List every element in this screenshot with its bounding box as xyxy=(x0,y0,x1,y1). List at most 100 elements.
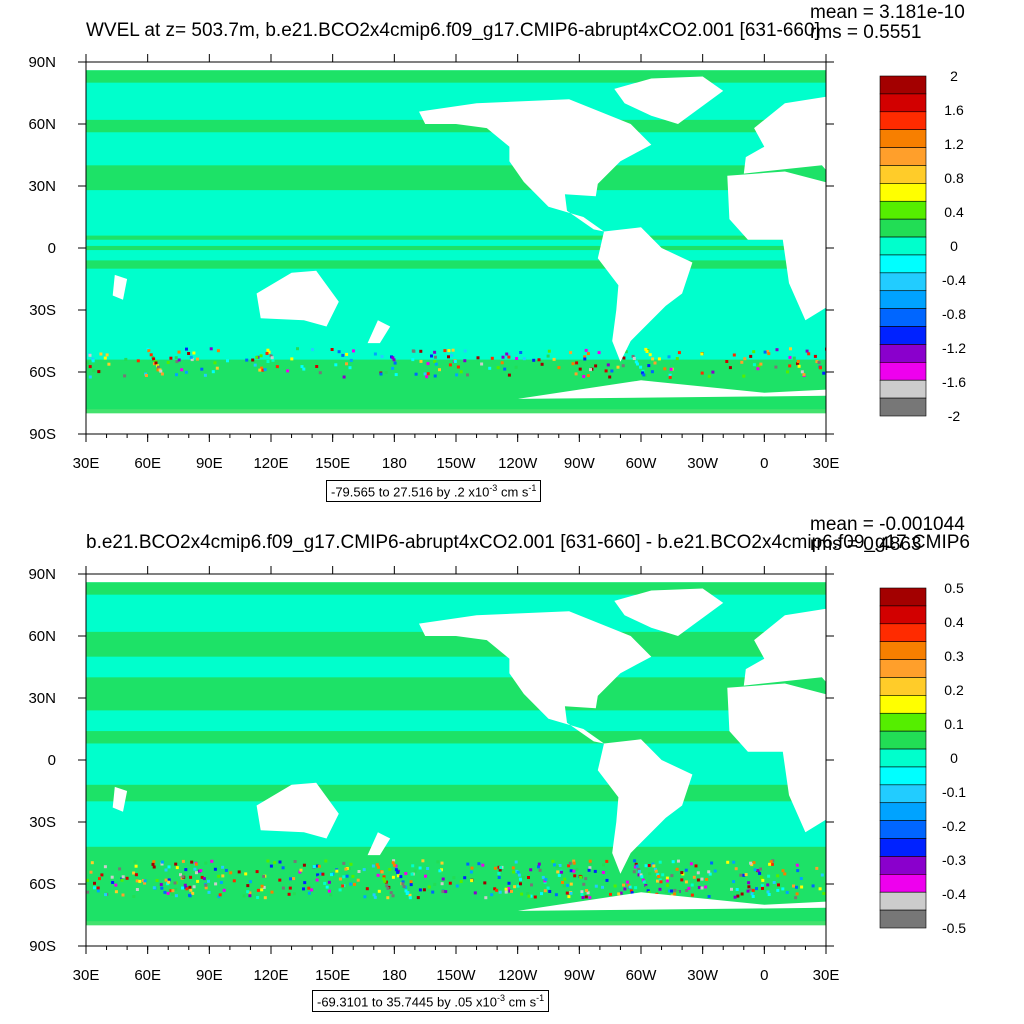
land-mask xyxy=(614,588,724,636)
southern-ocean-cell xyxy=(800,885,804,889)
southern-ocean-cell xyxy=(543,889,547,893)
southern-ocean-cell xyxy=(546,886,550,890)
southern-ocean-cell xyxy=(663,367,667,371)
southern-ocean-cell xyxy=(670,889,674,893)
southern-ocean-cell xyxy=(732,880,736,884)
southern-ocean-cell xyxy=(604,369,608,373)
southern-ocean-cell xyxy=(819,366,822,370)
map-plot: 30E 60E 90E 120E 150E 180 150W 120W 90W 60W 30W 0 30… xyxy=(28,566,966,984)
southern-ocean-cell xyxy=(411,864,415,868)
southern-ocean-cell xyxy=(763,350,767,354)
southern-ocean-cell xyxy=(433,882,437,886)
southern-ocean-cell xyxy=(86,878,89,882)
southern-ocean-cell xyxy=(226,359,229,363)
southern-ocean-cell xyxy=(248,894,252,898)
southern-ocean-cell xyxy=(144,374,148,377)
southern-ocean-cell xyxy=(118,867,122,871)
southern-ocean-cell xyxy=(685,889,689,892)
southern-ocean-cell xyxy=(507,353,511,357)
southern-ocean-cell xyxy=(756,362,760,366)
colorbar-swatch xyxy=(879,93,927,113)
southern-ocean-cell xyxy=(441,877,445,881)
ocean-band xyxy=(86,119,826,133)
southern-ocean-cell xyxy=(707,895,711,898)
x-tick-label: 150E xyxy=(315,455,350,472)
southern-ocean-cell xyxy=(788,356,792,359)
southern-ocean-cell xyxy=(440,868,443,872)
southern-ocean-cell xyxy=(781,887,785,891)
x-tick-label: 90E xyxy=(196,967,223,984)
southern-ocean-cell xyxy=(766,883,770,887)
southern-ocean-cell xyxy=(667,355,671,359)
southern-ocean-cell xyxy=(584,877,588,881)
southern-ocean-cell xyxy=(391,356,395,360)
southern-ocean-cell xyxy=(658,887,662,891)
southern-ocean-cell xyxy=(786,370,789,374)
land-mask xyxy=(112,274,128,300)
southern-ocean-cell xyxy=(665,876,669,880)
southern-ocean-cell xyxy=(774,365,778,369)
southern-ocean-cell xyxy=(647,864,651,867)
land-mask xyxy=(743,96,826,174)
southern-ocean-cell xyxy=(588,866,592,870)
y-tick-label: 60S xyxy=(29,364,56,381)
southern-ocean-cell xyxy=(271,358,275,362)
southern-ocean-cell xyxy=(573,874,577,878)
southern-ocean-cell xyxy=(404,872,408,875)
southern-ocean-cell xyxy=(533,895,537,899)
land-mask xyxy=(597,227,693,362)
colorbar-swatch xyxy=(879,856,927,875)
southern-ocean-cell xyxy=(86,890,90,894)
southern-ocean-cell xyxy=(184,868,188,872)
southern-ocean-cell xyxy=(823,882,826,886)
southern-ocean-cell xyxy=(582,882,586,886)
southern-ocean-cell xyxy=(393,361,397,365)
southern-ocean-cell xyxy=(396,870,400,874)
southern-ocean-cell xyxy=(375,863,379,867)
southern-ocean-cell xyxy=(732,353,736,357)
southern-ocean-cell xyxy=(637,868,641,872)
southern-ocean-cell xyxy=(204,861,208,865)
southern-ocean-cell xyxy=(349,358,353,362)
southern-ocean-cell xyxy=(200,367,204,371)
southern-ocean-cell xyxy=(580,893,584,896)
southern-ocean-cell xyxy=(589,368,592,372)
southern-ocean-cell xyxy=(441,890,445,893)
southern-ocean-cell xyxy=(427,885,431,889)
southern-ocean-cell xyxy=(98,877,101,881)
southern-ocean-cell xyxy=(262,874,266,878)
southern-ocean-cell xyxy=(177,358,181,362)
colorbar-label: -0.8 xyxy=(942,306,966,322)
colorbar-swatch xyxy=(879,909,927,929)
southern-ocean-cell xyxy=(196,879,200,883)
southern-ocean-cell xyxy=(316,864,320,868)
colorbar-label: 0.2 xyxy=(944,682,964,698)
range-exponent-2: -1 xyxy=(528,483,537,493)
southern-ocean-cell xyxy=(260,884,264,888)
southern-ocean-cell xyxy=(588,896,592,900)
southern-ocean-cell xyxy=(451,348,455,352)
southern-ocean-cell xyxy=(447,349,451,353)
southern-ocean-cell xyxy=(278,860,282,864)
southern-ocean-cell xyxy=(179,873,182,877)
southern-ocean-cell xyxy=(413,869,417,873)
y-tick-label: 60N xyxy=(28,116,56,133)
southern-ocean-cell xyxy=(664,890,668,894)
southern-ocean-cell xyxy=(767,893,771,896)
southern-ocean-cell xyxy=(565,891,569,895)
southern-ocean-cell xyxy=(196,357,199,361)
southern-ocean-cell xyxy=(569,882,573,886)
southern-ocean-cell xyxy=(498,868,502,872)
southern-ocean-cell xyxy=(433,374,437,378)
southern-ocean-cell xyxy=(237,870,241,874)
southern-ocean-cell xyxy=(286,369,290,373)
southern-ocean-cell xyxy=(514,860,518,864)
southern-ocean-cell xyxy=(132,895,136,898)
southern-ocean-cell xyxy=(273,861,277,865)
southern-ocean-cell xyxy=(608,375,612,379)
southern-ocean-cell xyxy=(516,884,520,888)
southern-ocean-cell xyxy=(495,888,499,892)
southern-ocean-cell xyxy=(822,371,826,375)
southern-ocean-cell xyxy=(341,353,345,357)
southern-ocean-cell xyxy=(352,349,355,353)
